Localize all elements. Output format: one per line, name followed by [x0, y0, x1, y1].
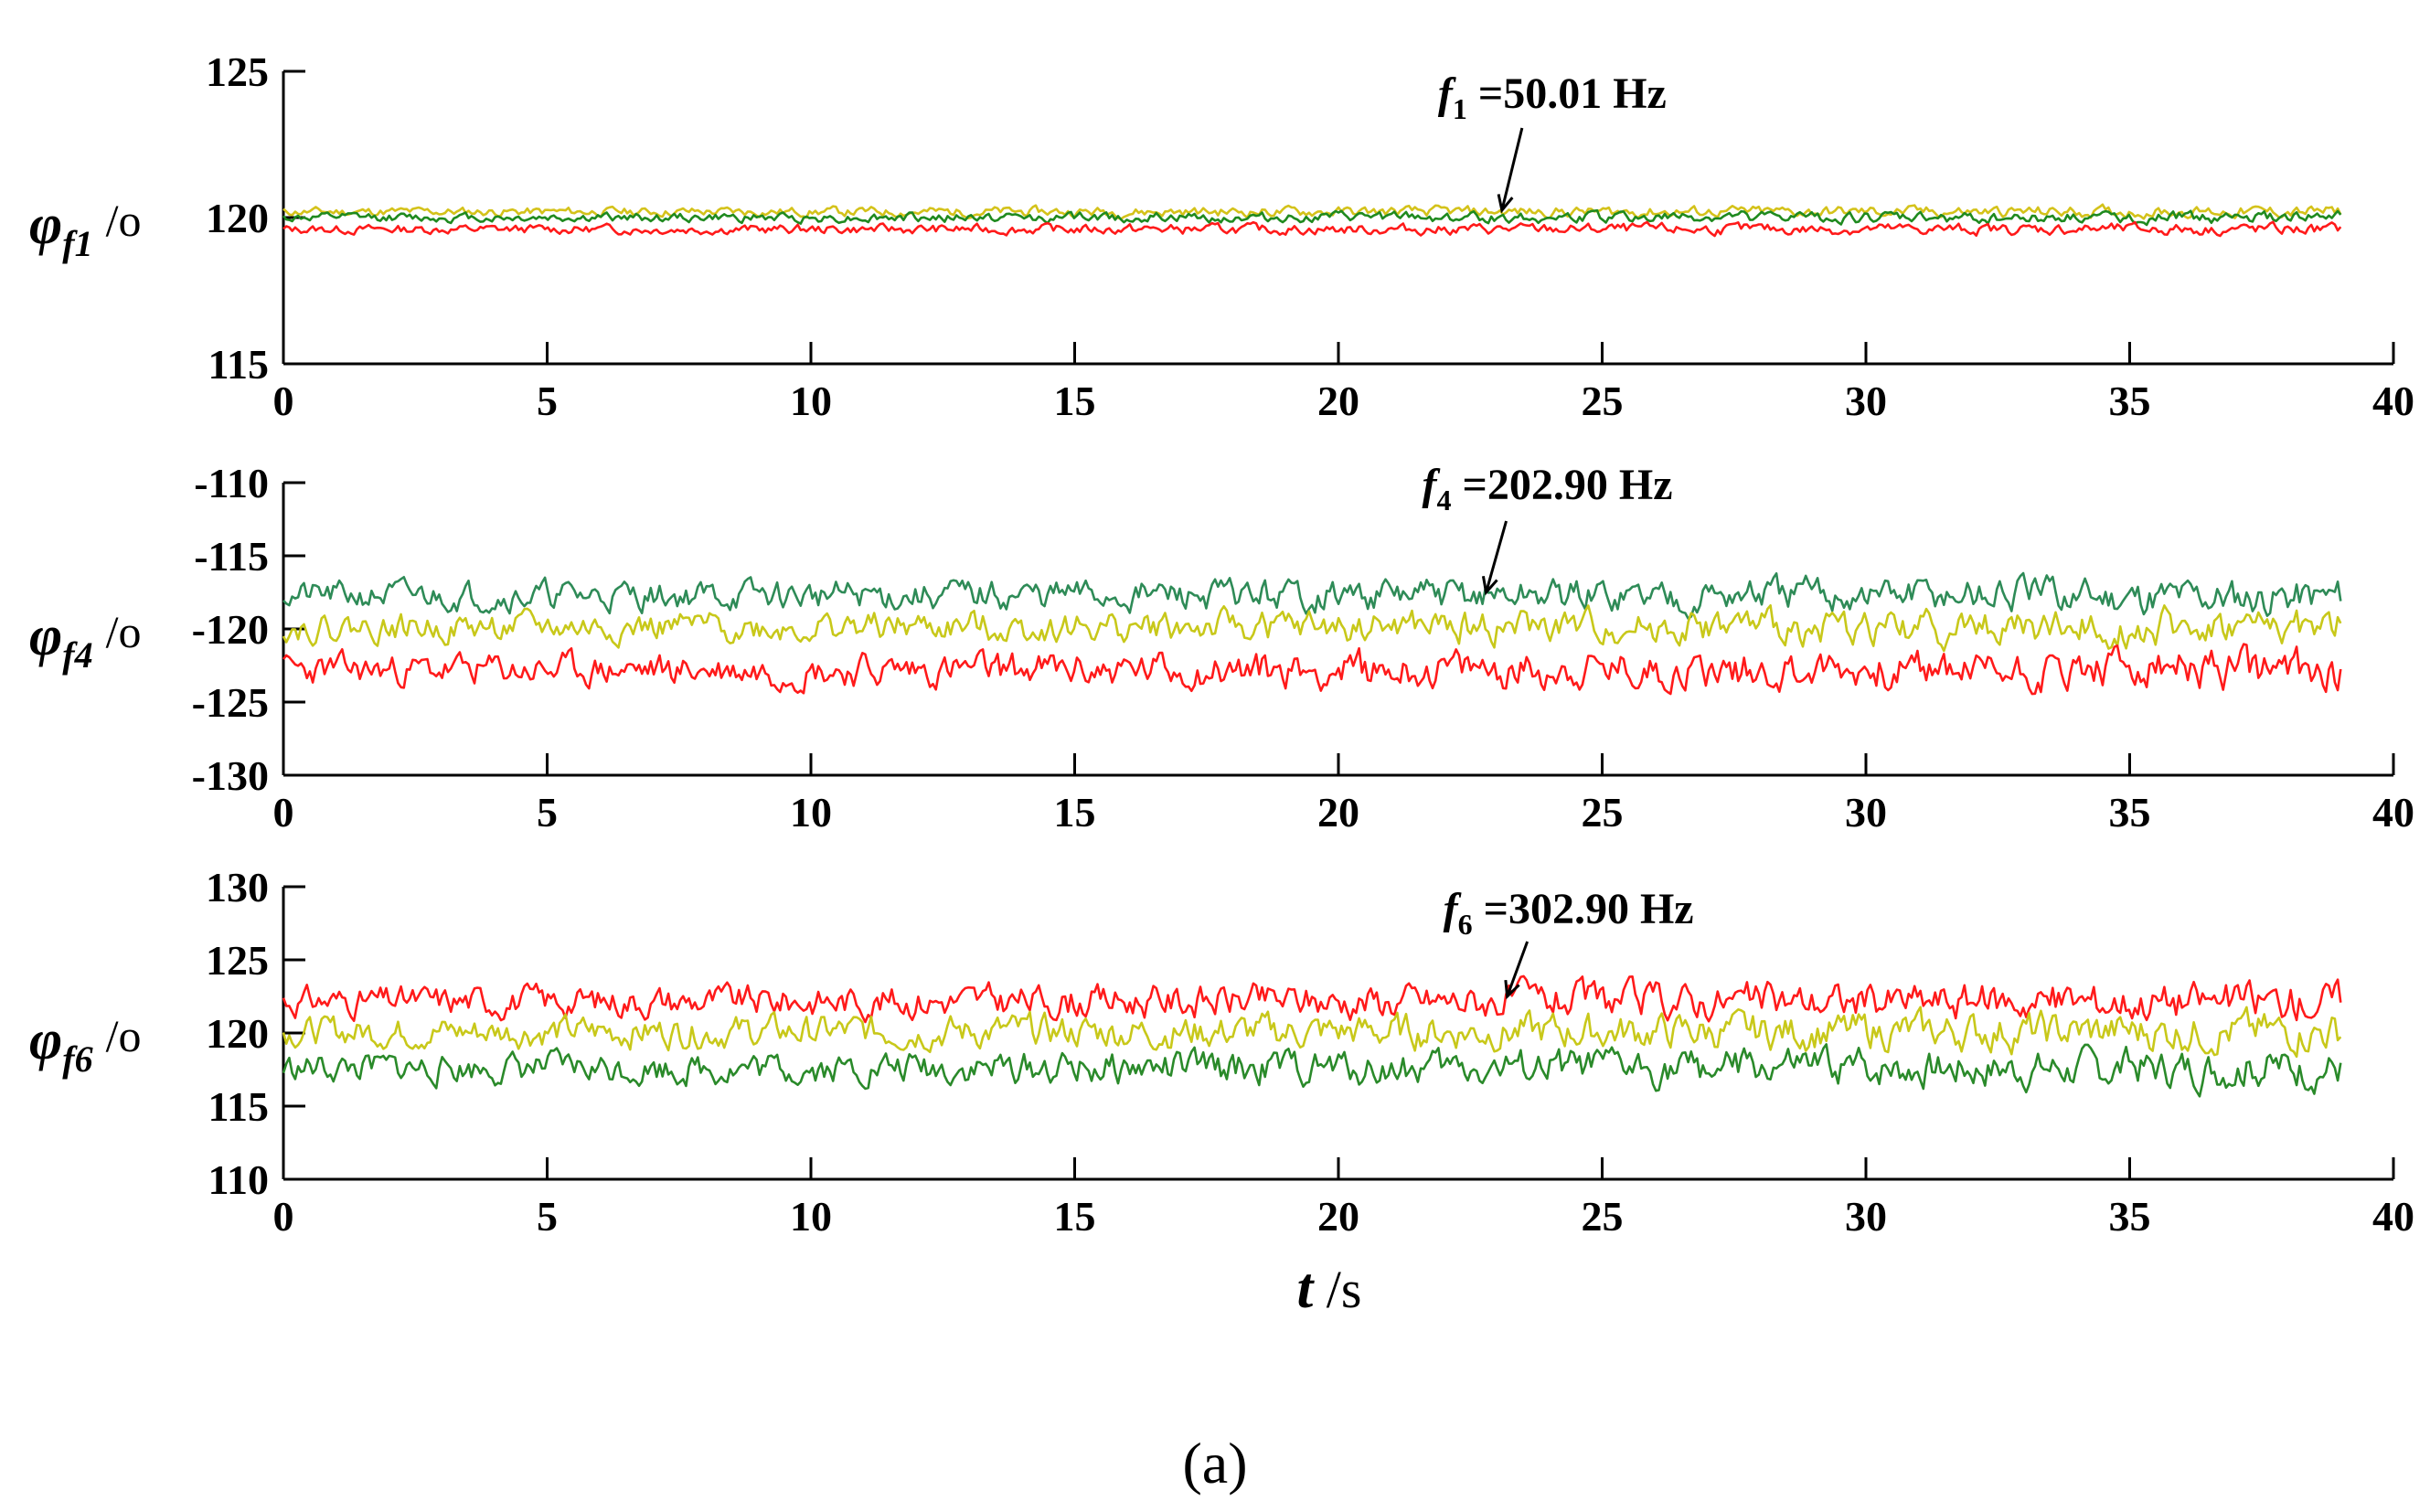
series-line-red	[282, 974, 2342, 1024]
figure-caption: (a)	[1182, 1431, 1247, 1496]
x-tick-label: 35	[2109, 1193, 2151, 1240]
annotation-symbol: f	[1438, 69, 1456, 118]
x-tick-label: 30	[1845, 1193, 1887, 1240]
annotation-value: =50.01 Hz	[1467, 69, 1667, 118]
y-label-unit: /o	[106, 606, 142, 657]
series-line-red	[282, 220, 2342, 238]
annotation-arrowhead	[1504, 979, 1520, 1000]
series-line-yellow	[282, 1006, 2342, 1059]
x-tick-label: 10	[790, 789, 832, 836]
annotation-value: =302.90 Hz	[1473, 885, 1694, 933]
y-tick-label: 125	[206, 937, 269, 984]
x-tick-label: 30	[1845, 789, 1887, 836]
y-axis-label: φf4/o	[29, 605, 142, 676]
y-axis-label: φf1/o	[29, 194, 142, 264]
series-line-green	[282, 1043, 2342, 1098]
y-label-symbol: φ	[29, 1009, 62, 1071]
annotation-subscript: 6	[1458, 908, 1473, 941]
y-tick-label: 130	[206, 864, 269, 910]
annotation-arrowhead	[1481, 576, 1498, 596]
x-tick-label: 15	[1054, 789, 1096, 836]
annotation-subscript: 4	[1437, 484, 1452, 516]
annotation-label: f4 =202.90 Hz	[1423, 461, 1673, 516]
y-label-subscript: f6	[62, 1038, 92, 1080]
series-line-green	[282, 208, 2342, 227]
y-tick-label: 115	[208, 341, 269, 388]
y-axis-label: φf6/o	[29, 1009, 142, 1080]
x-tick-label: 20	[1317, 378, 1359, 424]
series-line-teal	[282, 571, 2342, 621]
annotation-arrow	[1500, 127, 1524, 211]
x-tick-label: 5	[537, 378, 558, 424]
annotation-label: f1 =50.01 Hz	[1438, 69, 1667, 125]
x-tick-label: 40	[2372, 378, 2414, 424]
annotation-symbol: f	[1444, 885, 1462, 933]
x-axis-label: t /s	[1297, 1255, 1362, 1320]
x-tick-label: 25	[1582, 378, 1624, 424]
annotation-arrow	[1506, 941, 1529, 997]
x-tick-label: 25	[1582, 1193, 1624, 1240]
y-label-unit: /o	[106, 195, 142, 246]
x-label-symbol: t	[1297, 1255, 1316, 1320]
x-label-unit: /s	[1313, 1260, 1361, 1319]
annotation-label: f6 =302.90 Hz	[1444, 885, 1694, 941]
x-tick-label: 20	[1317, 789, 1359, 836]
chart-panel-2: 0 5 10 15 20 25 30 35 40-130-125-120-115-110φf4/…	[29, 460, 2414, 836]
series-line-red	[282, 643, 2342, 696]
y-tick-label: -115	[194, 533, 269, 580]
x-tick-label: 25	[1582, 789, 1624, 836]
y-tick-label: 115	[208, 1083, 269, 1130]
y-label-symbol: φ	[29, 605, 62, 667]
x-tick-label: 30	[1845, 378, 1887, 424]
x-tick-label: 20	[1317, 1193, 1359, 1240]
annotation-arrow	[1485, 520, 1508, 593]
y-tick-label: 120	[206, 195, 269, 241]
annotation-arrowhead	[1497, 194, 1514, 214]
annotation-subscript: 1	[1453, 92, 1467, 125]
y-label-subscript: f1	[62, 223, 92, 264]
x-tick-label: 15	[1054, 378, 1096, 424]
annotation-symbol: f	[1423, 461, 1441, 509]
x-tick-label: 10	[790, 378, 832, 424]
y-label-subscript: f4	[62, 634, 92, 676]
x-tick-label: 35	[2109, 789, 2151, 836]
x-tick-label: 15	[1054, 1193, 1096, 1240]
y-tick-label: 120	[206, 1010, 269, 1057]
series-line-yellow	[282, 203, 2342, 220]
y-tick-label: -125	[192, 679, 269, 726]
x-tick-label: 5	[537, 789, 558, 836]
x-tick-label: 0	[273, 1193, 294, 1240]
y-tick-label: 110	[208, 1156, 269, 1203]
x-tick-label: 40	[2372, 1193, 2414, 1240]
x-tick-label: 0	[273, 789, 294, 836]
series-line-yellow	[282, 603, 2342, 653]
y-tick-label: 125	[206, 48, 269, 95]
x-tick-label: 10	[790, 1193, 832, 1240]
y-tick-label: -110	[194, 460, 269, 506]
annotation-value: =202.90 Hz	[1452, 461, 1673, 509]
y-label-unit: /o	[106, 1010, 142, 1061]
y-tick-label: -130	[192, 752, 269, 799]
y-label-symbol: φ	[29, 194, 62, 256]
x-tick-label: 40	[2372, 789, 2414, 836]
y-tick-label: -120	[192, 606, 269, 653]
x-tick-label: 35	[2109, 378, 2151, 424]
x-tick-label: 5	[537, 1193, 558, 1240]
x-tick-label: 0	[273, 378, 294, 424]
